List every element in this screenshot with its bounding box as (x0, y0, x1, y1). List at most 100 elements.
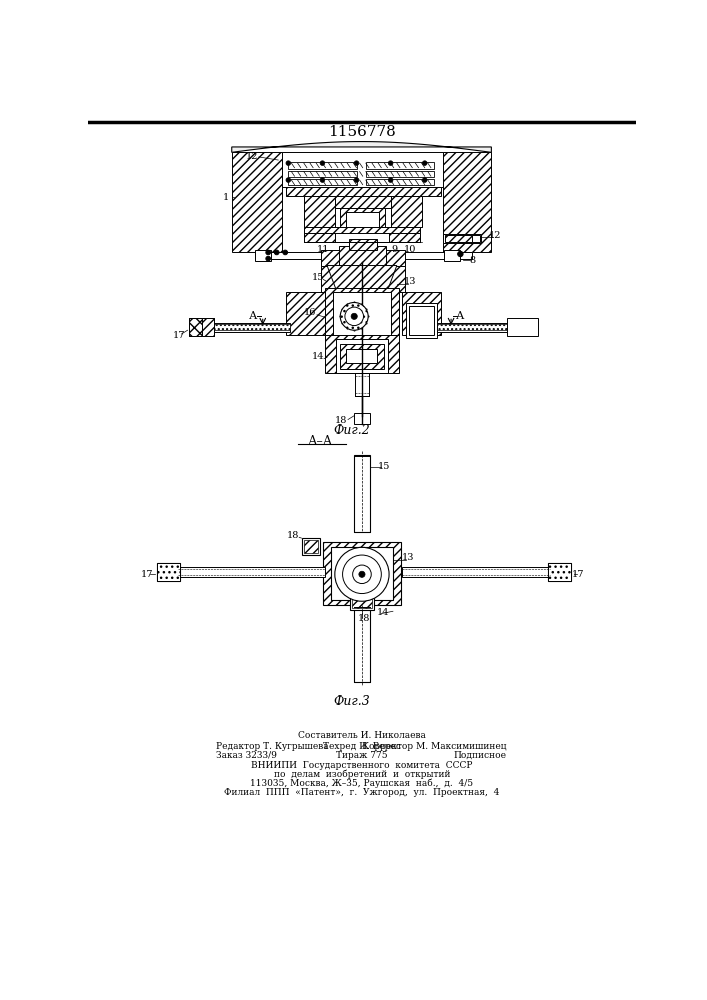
Text: 18: 18 (335, 416, 347, 425)
Circle shape (354, 178, 359, 182)
Text: Техред И. Верес: Техред И. Верес (323, 742, 401, 751)
Bar (437, 323, 507, 332)
Bar (335, 196, 391, 239)
Bar (339, 246, 386, 266)
Bar (201, 318, 214, 336)
Bar (548, 563, 571, 581)
Bar (368, 266, 404, 292)
Bar (304, 227, 420, 233)
Bar (340, 344, 384, 369)
Text: 8: 8 (469, 256, 476, 265)
Bar (443, 234, 481, 243)
Circle shape (286, 178, 291, 182)
Text: Составитель И. Николаева: Составитель И. Николаева (298, 732, 426, 740)
Bar (351, 596, 373, 610)
Bar (232, 152, 282, 252)
Bar (332, 292, 392, 335)
Circle shape (422, 178, 427, 182)
Bar (346, 349, 378, 363)
Text: 14: 14 (377, 608, 389, 617)
Text: Заказ 3233/9: Заказ 3233/9 (216, 751, 277, 760)
Circle shape (283, 250, 288, 255)
Bar (288, 162, 356, 169)
Text: А–А: А–А (308, 435, 334, 448)
Text: 13: 13 (404, 277, 416, 286)
Bar (189, 318, 214, 336)
Bar (354, 413, 370, 424)
Text: 1: 1 (223, 192, 230, 202)
Bar (340, 208, 385, 239)
Bar (189, 318, 201, 336)
Bar (156, 563, 180, 581)
Circle shape (353, 565, 371, 584)
Bar (331, 547, 393, 600)
Text: ВНИИПИ  Государственного  комитета  СССР: ВНИИПИ Государственного комитета СССР (251, 761, 473, 770)
Circle shape (343, 555, 381, 594)
Bar (391, 196, 421, 227)
Bar (304, 196, 335, 227)
Bar (336, 339, 388, 373)
Text: по  делам  изобретений  и  открытий: по делам изобретений и открытий (274, 770, 450, 779)
Bar (288, 171, 356, 177)
Bar (304, 227, 420, 242)
Bar (321, 250, 404, 266)
Text: А: А (250, 311, 257, 321)
Bar (409, 306, 434, 335)
Bar (286, 292, 325, 335)
Bar (437, 324, 507, 330)
Bar (156, 563, 180, 581)
Text: 15: 15 (378, 462, 390, 471)
Text: 12: 12 (245, 152, 258, 161)
Bar (352, 597, 372, 608)
Text: 17: 17 (173, 331, 185, 340)
Text: 17: 17 (572, 570, 585, 579)
Polygon shape (232, 142, 491, 152)
Bar (402, 567, 549, 577)
Circle shape (388, 178, 393, 182)
Text: 14: 14 (312, 352, 324, 361)
Circle shape (388, 161, 393, 165)
Text: 18: 18 (287, 531, 299, 540)
Bar (406, 303, 437, 338)
Text: Редактор Т. Кугрышева: Редактор Т. Кугрышева (216, 742, 329, 751)
Bar (445, 235, 472, 242)
Circle shape (266, 250, 271, 255)
Bar (354, 455, 370, 532)
Bar (255, 250, 271, 261)
Bar (212, 323, 290, 332)
Bar (282, 152, 443, 187)
Bar (323, 542, 401, 605)
Text: Фиг.3: Фиг.3 (334, 695, 370, 708)
Text: Корректор М. Максимишинец: Корректор М. Максимишинец (363, 742, 507, 751)
Bar (325, 288, 399, 335)
Circle shape (340, 302, 368, 330)
Bar (321, 266, 358, 292)
Text: 1156778: 1156778 (328, 125, 396, 139)
Circle shape (335, 547, 389, 601)
Bar (548, 563, 571, 581)
Text: Тираж 775: Тираж 775 (336, 751, 387, 760)
Text: 12: 12 (489, 231, 501, 240)
Bar (366, 179, 434, 185)
Text: 10: 10 (404, 245, 416, 254)
Text: Подписное: Подписное (454, 751, 507, 760)
Circle shape (266, 256, 271, 261)
Text: 11: 11 (317, 245, 329, 254)
Text: А: А (456, 311, 464, 321)
Bar (507, 318, 538, 336)
Bar (349, 239, 377, 245)
Text: Филиал  ППП  «Патент»,  г.  Ужгород,  ул.  Проектная,  4: Филиал ППП «Патент», г. Ужгород, ул. Про… (224, 788, 500, 797)
Bar (366, 162, 434, 169)
Bar (288, 179, 356, 185)
Bar (325, 335, 399, 373)
Bar (443, 152, 491, 252)
Circle shape (286, 161, 291, 165)
Circle shape (354, 161, 359, 165)
Bar (472, 235, 480, 242)
Circle shape (359, 571, 365, 577)
Bar (304, 540, 317, 553)
Bar (444, 250, 460, 261)
Bar (255, 252, 472, 259)
Text: 16: 16 (304, 308, 316, 317)
Circle shape (320, 161, 325, 165)
